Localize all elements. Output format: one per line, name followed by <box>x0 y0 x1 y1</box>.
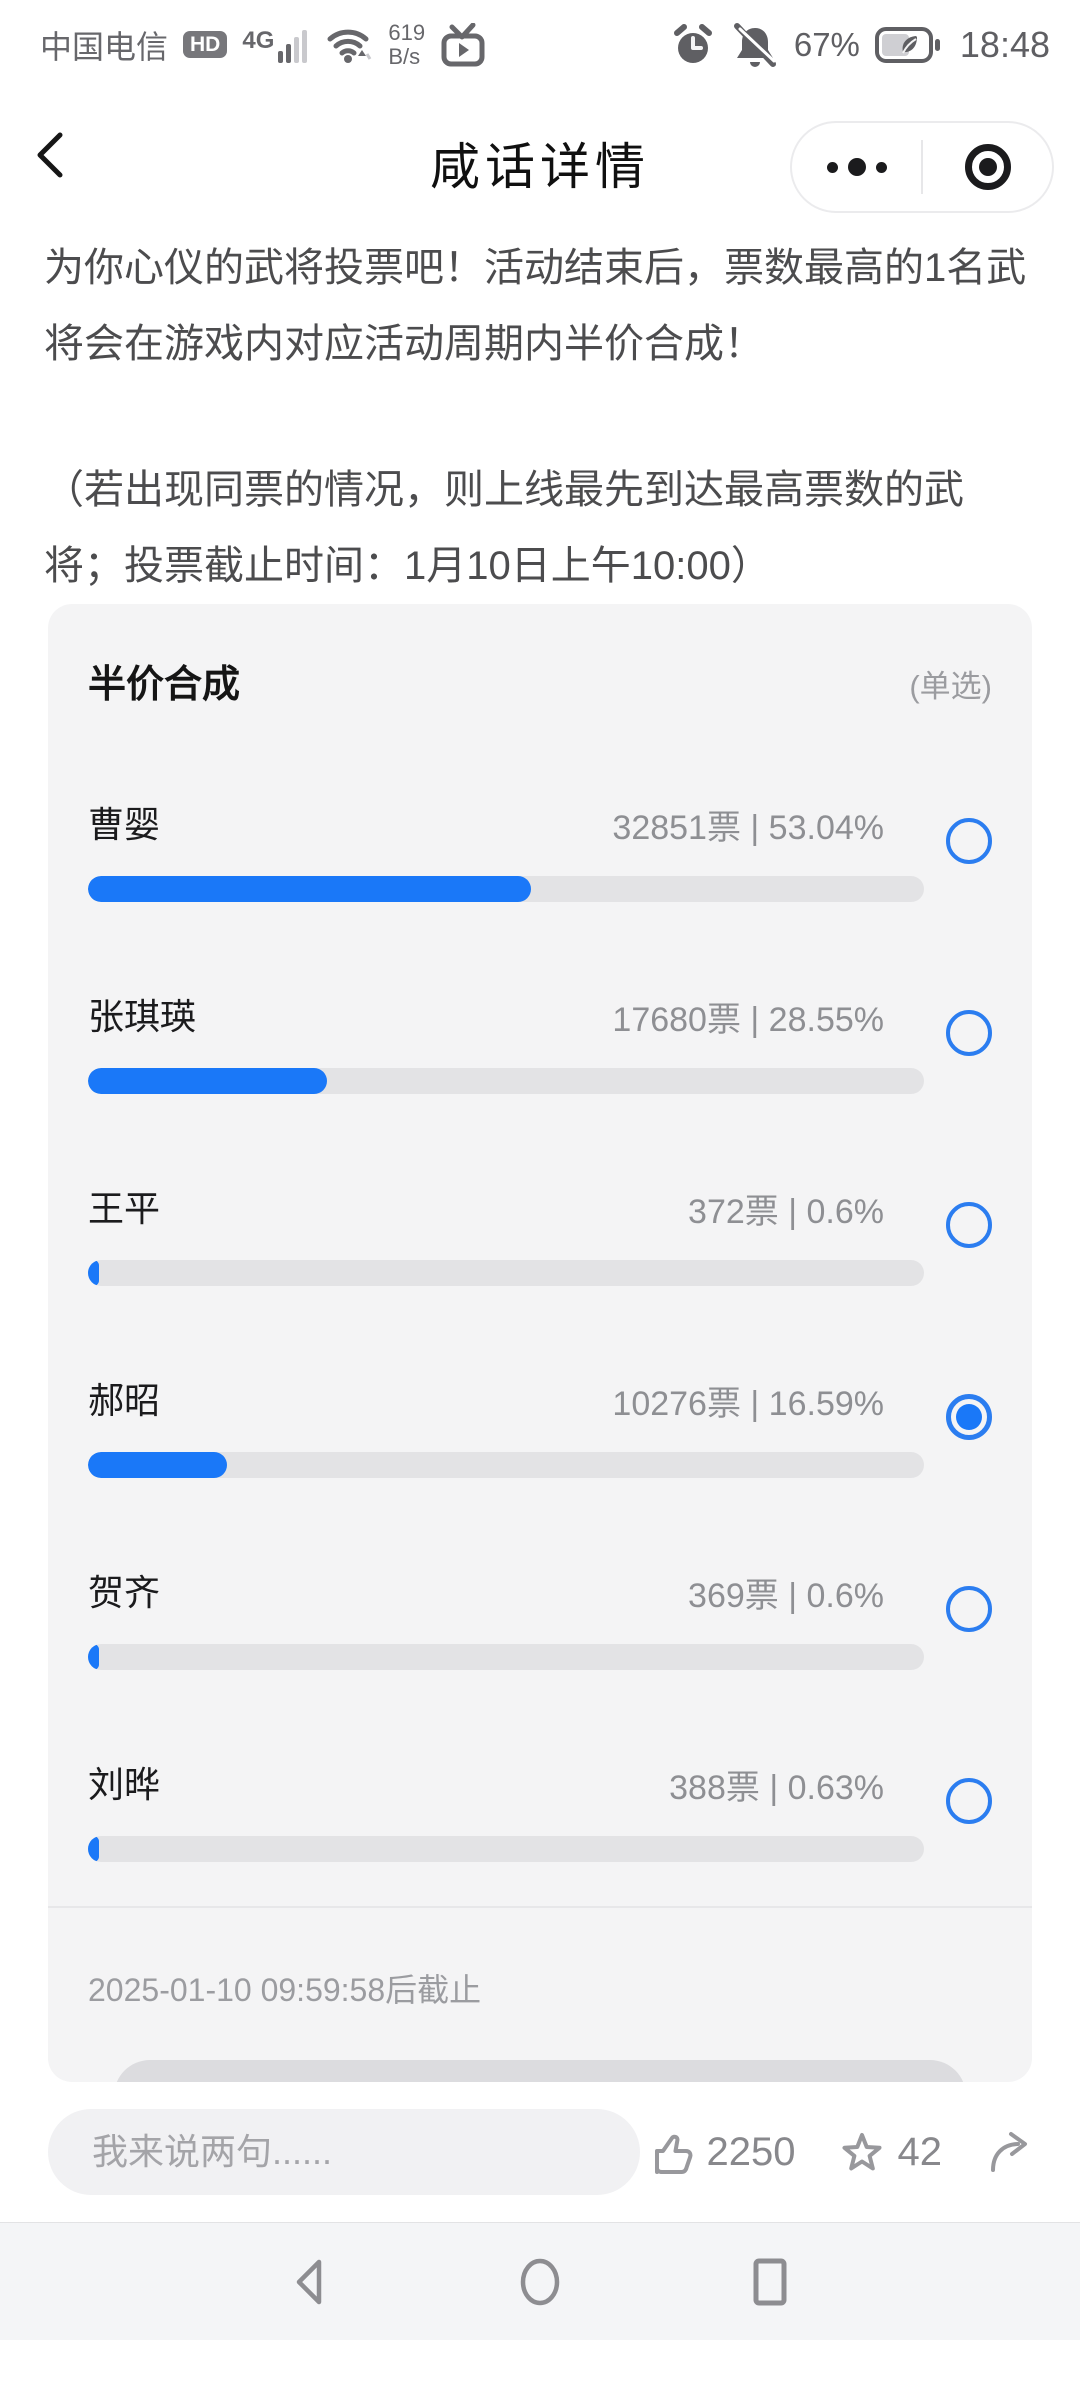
thumbs-up-icon <box>647 2128 695 2176</box>
submit-button[interactable] <box>114 2060 966 2082</box>
exit-miniprogram-button[interactable] <box>923 123 1052 211</box>
option-progress-fill <box>88 1260 99 1286</box>
poll-mode-label: (单选) <box>909 669 992 704</box>
option-votes-label: 388票 | 0.63% <box>669 1769 884 1807</box>
favorite-count: 42 <box>897 2129 943 2174</box>
nav-back-button[interactable] <box>286 2254 334 2310</box>
dot-icon <box>847 158 866 176</box>
option-name: 王平 <box>88 1187 161 1229</box>
clock-label: 18:48 <box>959 23 1050 65</box>
dot-icon <box>875 161 887 173</box>
alarm-icon <box>670 22 716 68</box>
dot-icon <box>826 161 838 173</box>
status-bar: 中国电信 HD 4G <box>0 0 1080 75</box>
option-progress-fill <box>88 1836 99 1862</box>
comment-actions: 2250 42 <box>647 2128 1036 2176</box>
option-progress-track <box>88 1260 924 1286</box>
more-options-button[interactable] <box>792 123 921 211</box>
option-radio[interactable] <box>946 1394 992 1440</box>
intro-paragraph-2: （若出现同票的情况，则上线最先到达最高票数的武将；投票截止时间：1月10日上午1… <box>44 468 964 588</box>
speed-value: 619 <box>388 20 426 46</box>
battery-icon <box>874 26 941 64</box>
poll-option[interactable]: 王平 372票 | 0.6% <box>88 1184 992 1286</box>
poll-header: 半价合成 (单选) <box>88 660 992 710</box>
option-radio[interactable] <box>946 1202 992 1248</box>
app-header: 咸话详情 <box>0 75 1080 230</box>
option-radio[interactable] <box>946 1586 992 1632</box>
option-name: 曹婴 <box>88 803 161 845</box>
option-radio[interactable] <box>946 1778 992 1824</box>
comment-input[interactable] <box>48 2109 640 2195</box>
option-progress-fill <box>88 1452 227 1478</box>
option-progress-fill <box>88 1068 327 1094</box>
miniprogram-capsule <box>790 121 1054 213</box>
nav-recents-button[interactable] <box>746 2254 794 2310</box>
intro-text: 为你心仪的武将投票吧！活动结束后，票数最高的1名武将会在游戏内对应活动周期内半价… <box>0 230 1080 604</box>
share-button[interactable] <box>984 2128 1036 2176</box>
option-progress-track <box>88 876 924 902</box>
favorite-button[interactable]: 42 <box>838 2128 943 2176</box>
back-button[interactable] <box>28 125 72 185</box>
network-speed: 619 B/s <box>388 21 425 67</box>
option-votes-label: 10276票 | 16.59% <box>612 1385 884 1423</box>
deadline-label: 2025-01-10 09:59:58后截止 <box>88 1972 482 2008</box>
option-progress-track <box>88 1068 924 1094</box>
option-radio[interactable] <box>946 1010 992 1056</box>
like-button[interactable]: 2250 <box>647 2128 796 2176</box>
comment-bar: 2250 42 <box>0 2082 1080 2222</box>
wifi-icon <box>327 26 373 64</box>
option-name: 刘晔 <box>88 1763 161 1805</box>
option-name: 张琪瑛 <box>88 995 197 1037</box>
share-arrow-icon <box>984 2128 1036 2176</box>
android-nav-bar <box>0 2222 1080 2340</box>
poll-option[interactable]: 贺齐 369票 | 0.6% <box>88 1568 992 1670</box>
poll-option[interactable]: 刘晔 388票 | 0.63% <box>88 1760 992 1862</box>
capsule-divider <box>921 140 923 194</box>
network-type-label: 4G <box>242 26 275 54</box>
tv-cast-icon <box>440 22 486 67</box>
option-votes-label: 372票 | 0.6% <box>688 1193 884 1231</box>
star-icon <box>838 2128 886 2176</box>
option-progress-track <box>88 1452 924 1478</box>
option-votes-label: 369票 | 0.6% <box>688 1577 884 1615</box>
poll-option[interactable]: 郝昭 10276票 | 16.59% <box>88 1376 992 1478</box>
cellular-signal: 4G <box>242 27 312 63</box>
option-progress-track <box>88 1644 924 1670</box>
notifications-muted-icon <box>731 22 779 68</box>
nav-home-button[interactable] <box>516 2254 564 2310</box>
status-right: 67% 18:48 <box>670 22 1050 68</box>
card-divider <box>48 1906 1032 1908</box>
battery-percent-label: 67% <box>793 25 860 63</box>
option-progress-track <box>88 1836 924 1862</box>
carrier-label: 中国电信 <box>40 28 169 65</box>
signal-bars-icon <box>278 27 312 63</box>
option-votes-label: 32851票 | 53.04% <box>612 809 884 847</box>
hd-badge-icon: HD <box>183 31 228 58</box>
page-title: 咸话详情 <box>430 138 650 196</box>
target-icon <box>964 144 1011 190</box>
option-progress-fill <box>88 1644 99 1670</box>
intro-paragraph-1: 为你心仪的武将投票吧！活动结束后，票数最高的1名武将会在游戏内对应活动周期内半价… <box>44 246 1027 366</box>
option-name: 郝昭 <box>88 1379 161 1421</box>
speed-unit: B/s <box>388 43 421 69</box>
status-left: 中国电信 HD 4G <box>40 21 670 68</box>
poll-option[interactable]: 曹婴 32851票 | 53.04% <box>88 800 992 902</box>
option-progress-fill <box>88 876 532 902</box>
poll-title: 半价合成 <box>88 664 241 706</box>
option-votes-label: 17680票 | 28.55% <box>612 1001 884 1039</box>
poll-card: 半价合成 (单选) 曹婴 32851票 | 53.04% 张琪瑛 17680票 … <box>48 604 1032 2082</box>
option-radio[interactable] <box>946 818 992 864</box>
poll-option[interactable]: 张琪瑛 17680票 | 28.55% <box>88 992 992 1094</box>
like-count: 2250 <box>706 2129 796 2174</box>
option-name: 贺齐 <box>88 1571 161 1613</box>
